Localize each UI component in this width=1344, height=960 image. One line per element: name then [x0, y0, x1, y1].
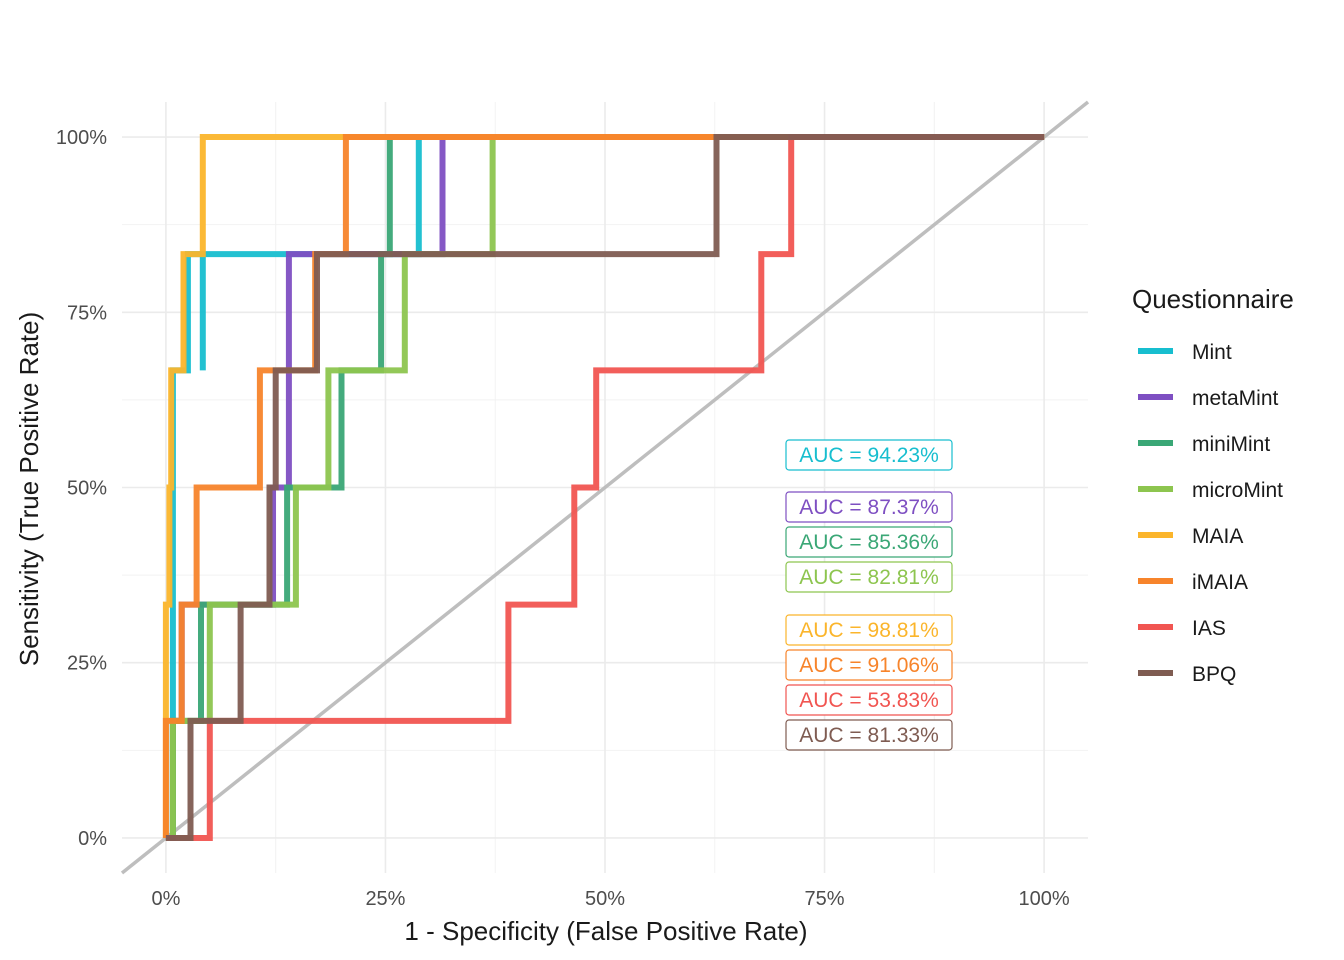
legend-item-mint: Mint: [1192, 341, 1232, 364]
auc-labels: AUC = 94.23% AUC = 87.37% AUC = 85.36% AUC …: [785, 439, 953, 751]
legend-item-metamint: metaMint: [1192, 387, 1279, 410]
auc-label-box: [785, 719, 953, 751]
diagonal-line: [120, 100, 1090, 875]
legend: Questionnaire Mint metaMint miniMint microMi…: [1132, 284, 1294, 686]
auc-label-maia: AUC = 98.81%: [799, 619, 939, 642]
auc-label-box: [785, 684, 953, 716]
reference-diagonal: [120, 100, 1090, 875]
auc-label-ias: AUC = 53.83%: [799, 689, 939, 712]
y-tick-label: 25%: [67, 653, 107, 675]
legend-title: Questionnaire: [1132, 284, 1294, 314]
auc-label-box: [785, 491, 953, 523]
auc-label-minimint: AUC = 85.36%: [799, 531, 939, 554]
legend-item-minimint: miniMint: [1192, 433, 1270, 456]
auc-label-mint: AUC = 94.23%: [799, 444, 939, 467]
auc-label-box: [785, 614, 953, 646]
auc-label-micromint: AUC = 82.81%: [799, 566, 939, 589]
auc-label-box: [785, 526, 953, 558]
x-axis-title: 1 - Specificity (False Positive Rate): [404, 916, 807, 946]
y-tick-label: 50%: [67, 478, 107, 500]
auc-label-metamint: AUC = 87.37%: [799, 496, 939, 519]
auc-label-bpq: AUC = 81.33%: [799, 724, 939, 747]
legend-item-maia: MAIA: [1192, 525, 1243, 548]
y-tick-label: 75%: [67, 302, 107, 324]
x-tick-label: 50%: [585, 888, 625, 910]
roc-curve-bpq: [165, 134, 1045, 841]
auc-label-box: [785, 649, 953, 681]
legend-item-micromint: microMint: [1192, 479, 1283, 502]
auc-label-box: [785, 439, 953, 471]
x-tick-label: 75%: [805, 888, 845, 910]
roc-curve-maia: [162, 134, 1045, 838]
x-tick-label: 100%: [1019, 888, 1070, 910]
axes: 0% 25% 50% 75% 100% 0% 25% 50% 75% 100%: [56, 127, 1070, 910]
auc-label-imaia: AUC = 91.06%: [799, 654, 939, 677]
y-axis-title: Sensitivity (True Positive Rate): [14, 312, 44, 666]
x-tick-label: 0%: [151, 888, 180, 910]
roc-curves: [162, 134, 1045, 841]
y-tick-label: 100%: [56, 127, 107, 149]
y-tick-label: 0%: [78, 828, 107, 850]
auc-label-box: [785, 561, 953, 593]
roc-curve-ias: [165, 134, 1045, 841]
legend-item-ias: IAS: [1192, 617, 1226, 640]
x-tick-label: 25%: [365, 888, 405, 910]
legend-item-bpq: BPQ: [1192, 663, 1236, 686]
legend-item-imaia: iMAIA: [1192, 571, 1248, 594]
